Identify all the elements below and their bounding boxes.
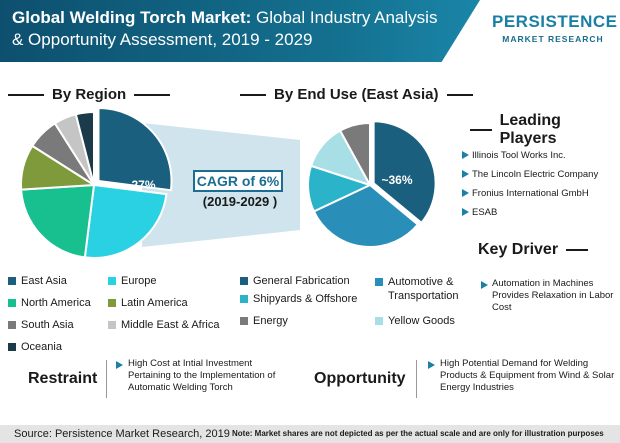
legend-label: East Asia <box>21 275 67 287</box>
title-strong: Global Welding Torch Market: <box>12 8 252 27</box>
legend-item: Europe <box>108 275 156 287</box>
pie-slice-oceania <box>74 110 95 186</box>
legend-label: Energy <box>253 315 288 327</box>
footer-note: Note: Market shares are not depicted as … <box>232 429 604 438</box>
opportunity-heading: Opportunity <box>314 370 406 387</box>
legend-item: Automotive & Transportation <box>375 275 488 303</box>
bullet-arrow-icon <box>116 361 123 369</box>
heading-rule <box>240 93 266 96</box>
legend-item: Shipyards & Offshore <box>240 293 357 305</box>
region-data-label: ~27% <box>124 178 155 192</box>
pie-slice-general-fabrication <box>372 120 437 225</box>
player-item: The Lincoln Electric Company <box>460 165 618 184</box>
region-pie-chart <box>20 107 173 259</box>
legend-item: Yellow Goods <box>375 315 455 327</box>
player-item: Fronius International GmbH <box>460 184 618 203</box>
end-use-heading-text: By End Use (East Asia) <box>274 86 439 103</box>
pie-slice-europe <box>83 183 168 259</box>
legend-label: Yellow Goods <box>388 315 455 327</box>
legend-item: Oceania <box>8 341 62 353</box>
divider <box>416 360 417 398</box>
heading-rule <box>134 93 171 96</box>
players-list: Illinois Tool Works Inc. The Lincoln Ele… <box>460 146 618 222</box>
legend-swatch <box>240 295 248 303</box>
legend-label: South Asia <box>21 319 74 331</box>
heading-rule <box>8 93 44 96</box>
legend-swatch <box>8 343 16 351</box>
legend-swatch <box>240 277 248 285</box>
legend-item: General Fabrication <box>240 275 350 287</box>
key-driver-heading-text: Key Driver <box>478 241 559 258</box>
end-use-pie-chart <box>307 120 437 248</box>
cagr-period: (2019-2029 ) <box>202 194 278 209</box>
legend-label: Oceania <box>21 341 62 353</box>
footer-source: Source: Persistence Market Research, 201… <box>14 428 230 440</box>
legend-swatch <box>375 278 383 286</box>
bullet-arrow-icon <box>481 281 488 289</box>
page-title: Global Welding Torch Market: Global Indu… <box>12 7 452 51</box>
legend-swatch <box>108 299 116 307</box>
key-driver-heading: Key Driver <box>478 241 589 259</box>
opportunity-text: High Potential Demand for Welding Produc… <box>440 358 615 393</box>
legend-swatch <box>240 317 248 325</box>
pie-slice-north-america <box>20 183 96 259</box>
pie-slice-automotive-transportation <box>312 183 420 248</box>
legend-label: Europe <box>121 275 157 287</box>
region-heading: By Region <box>8 86 171 103</box>
bullet-arrow-icon <box>428 361 435 369</box>
player-item: ESAB <box>460 203 618 222</box>
legend-item: East Asia <box>8 275 67 287</box>
legend-item: North America <box>8 297 91 309</box>
legend-item: Energy <box>240 315 288 327</box>
end-use-data-label: ~36% <box>381 173 412 187</box>
legend-label: Automotive & Transportation <box>388 276 459 302</box>
brand-subtitle: MARKET RESEARCH <box>502 34 604 44</box>
players-heading: Leading Players <box>470 112 620 148</box>
heading-rule <box>470 129 492 131</box>
legend-label: Middle East & Africa <box>121 319 220 331</box>
legend-swatch <box>8 321 16 329</box>
legend-swatch <box>8 299 16 307</box>
heading-rule <box>566 249 589 251</box>
legend-swatch <box>8 277 16 285</box>
legend-label: North America <box>21 297 91 309</box>
player-item: Illinois Tool Works Inc. <box>460 146 618 165</box>
restraint-heading: Restraint <box>28 370 98 387</box>
title-rest: Global Industry Analysis & Opportunity A… <box>12 8 438 49</box>
pie-slice-energy <box>338 121 371 186</box>
key-driver-text: Automation in Machines Provides Relaxati… <box>492 278 614 313</box>
footer: Source: Persistence Market Research, 201… <box>0 425 620 443</box>
header-banner: Global Welding Torch Market: Global Indu… <box>0 0 480 62</box>
restraint-text: High Cost at Intial Investment Pertainin… <box>128 358 276 393</box>
brand-name: PERSISTENCE <box>492 12 618 31</box>
heading-rule <box>446 93 473 96</box>
region-heading-text: By Region <box>52 86 127 103</box>
divider <box>106 360 107 398</box>
legend-item: Latin America <box>108 297 188 309</box>
legend-label: Latin America <box>121 297 188 309</box>
legend-label: General Fabrication <box>253 275 350 287</box>
pie-slice-east-asia <box>97 107 173 192</box>
brand-logo: PERSISTENCE MARKET RESEARCH <box>492 12 618 52</box>
legend-swatch <box>108 321 116 329</box>
end-use-heading: By End Use (East Asia) <box>240 86 473 103</box>
cagr-badge: CAGR of 6% <box>193 170 283 192</box>
legend-swatch <box>375 317 383 325</box>
players-heading-text: Leading Players <box>499 112 561 147</box>
legend-label: Shipyards & Offshore <box>253 293 358 305</box>
legend-swatch <box>108 277 116 285</box>
legend-item: Middle East & Africa <box>108 319 219 331</box>
legend-item: South Asia <box>8 319 74 331</box>
